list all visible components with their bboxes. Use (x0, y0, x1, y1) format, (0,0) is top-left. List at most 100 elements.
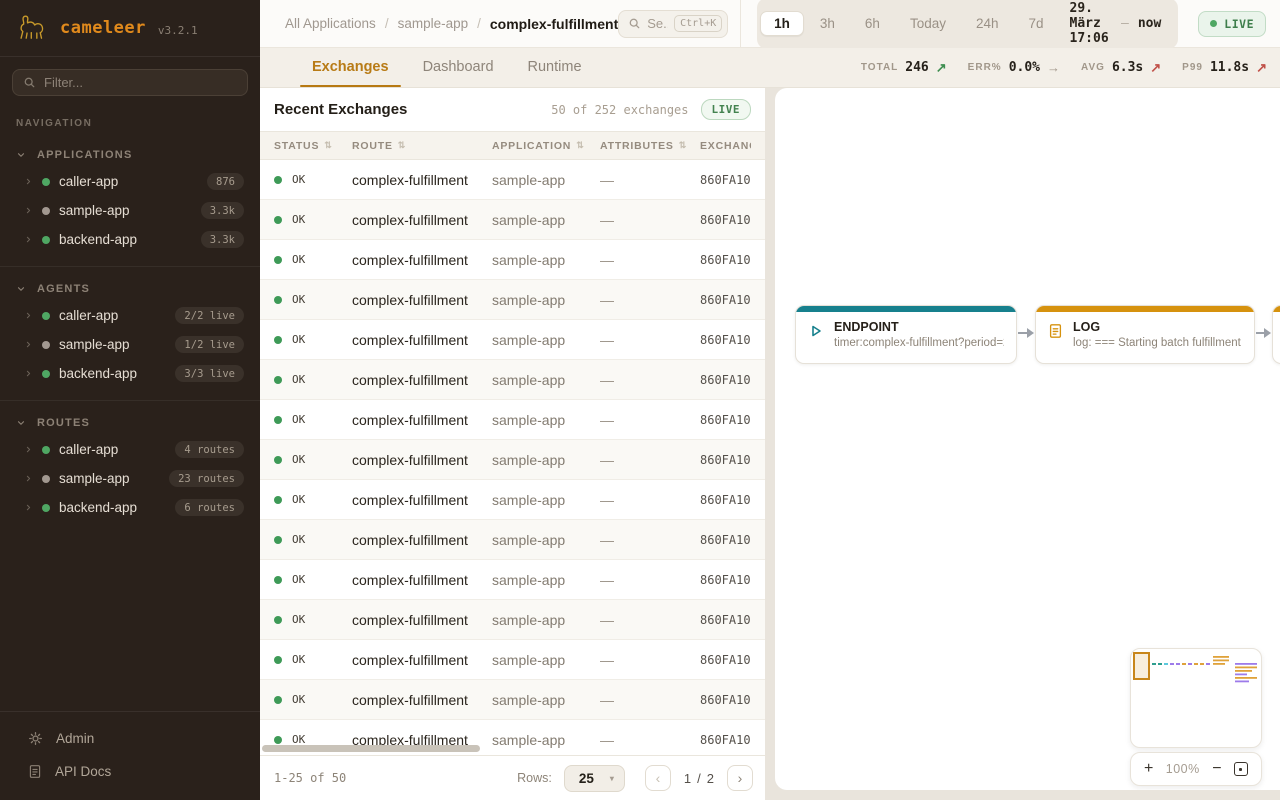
chevron-down-icon (16, 150, 26, 160)
date-range[interactable]: 29. März 17:06 — now (1058, 1, 1176, 46)
sidebar-item-routes-caller-app[interactable]: caller-app 4 routes (0, 435, 260, 464)
content-area: Recent Exchanges 50 of 252 exchanges LIV… (260, 88, 1280, 800)
breadcrumb-sample-app[interactable]: sample-app (397, 16, 469, 31)
flow-node-endpoint[interactable]: ENDPOINT timer:complex-fulfillment?perio… (795, 305, 1017, 364)
section-header-applications[interactable]: APPLICATIONS (0, 143, 260, 167)
exchange-id-cell: 860FA10E8D (700, 252, 751, 267)
table-row[interactable]: OK complex-fulfillment sample-app — 860F… (260, 600, 765, 640)
section-header-agents[interactable]: AGENTS (0, 277, 260, 301)
time-range-24h[interactable]: 24h (962, 11, 1013, 36)
attributes-cell: — (600, 491, 614, 508)
table-row[interactable]: OK complex-fulfillment sample-app — 860F… (260, 400, 765, 440)
status-text: OK (292, 653, 306, 666)
exchange-id-cell: 860FA10E8D (700, 572, 751, 587)
app-version: v3.2.1 (157, 23, 198, 37)
table-row[interactable]: OK complex-fulfillment sample-app — 860F… (260, 440, 765, 480)
table-row[interactable]: OK complex-fulfillment sample-app — 860F… (260, 360, 765, 400)
application-cell: sample-app (492, 171, 566, 188)
footer-item-label: API Docs (55, 764, 112, 779)
table-row[interactable]: OK complex-fulfillment sample-app — 860F… (260, 160, 765, 200)
column-header-route[interactable]: ROUTE ⇅ (352, 140, 492, 152)
time-range-1h[interactable]: 1h (760, 11, 804, 36)
flow-canvas[interactable]: ENDPOINT timer:complex-fulfillment?perio… (775, 88, 1280, 790)
route-cell: complex-fulfillment (352, 171, 468, 188)
table-row[interactable]: OK complex-fulfillment sample-app — 860F… (260, 200, 765, 240)
status-cell: OK (274, 373, 352, 386)
sidebar-item-agents-backend-app[interactable]: backend-app 3/3 live (0, 359, 260, 388)
sidebar-item-admin[interactable]: Admin (0, 722, 260, 755)
zoom-in-button[interactable]: + (1144, 760, 1154, 777)
status-text: OK (292, 253, 306, 266)
tab-dashboard[interactable]: Dashboard (422, 59, 494, 75)
section-header-routes[interactable]: ROUTES (0, 411, 260, 435)
exchange-id-cell: 860FA10E8D (700, 492, 751, 507)
column-header-application[interactable]: APPLICATION ⇅ (492, 140, 600, 152)
item-name: caller-app (59, 308, 119, 323)
tab-runtime[interactable]: Runtime (527, 59, 582, 75)
chevron-right-icon (24, 445, 33, 454)
time-range-7d[interactable]: 7d (1015, 11, 1058, 36)
flow-node-partial[interactable] (1272, 305, 1280, 364)
status-dot (274, 415, 282, 424)
route-cell: complex-fulfillment (352, 331, 468, 348)
table-row[interactable]: OK complex-fulfillment sample-app — 860F… (260, 280, 765, 320)
filter-input[interactable] (44, 75, 237, 90)
route-cell: complex-fulfillment (352, 371, 468, 388)
time-range-today[interactable]: Today (896, 11, 960, 36)
rows-per-page-select[interactable]: 25 ▾ (563, 764, 625, 792)
node-accent-bar (1036, 306, 1254, 312)
item-name: backend-app (59, 500, 138, 515)
prev-page-button[interactable]: ‹ (644, 765, 671, 791)
sidebar-item-routes-backend-app[interactable]: backend-app 6 routes (0, 493, 260, 522)
table-row[interactable]: OK complex-fulfillment sample-app — 860F… (260, 240, 765, 280)
next-page-button[interactable]: › (727, 765, 753, 791)
live-toggle[interactable]: LIVE (1198, 10, 1266, 37)
sidebar-item-routes-sample-app[interactable]: sample-app 23 routes (0, 464, 260, 493)
table-row[interactable]: OK complex-fulfillment sample-app — 860F… (260, 480, 765, 520)
status-cell: OK (274, 173, 352, 186)
exchanges-panel: Recent Exchanges 50 of 252 exchanges LIV… (260, 88, 765, 800)
minimap[interactable] (1130, 648, 1262, 748)
stat-total: TOTAL 246 ↗ (861, 60, 947, 76)
application-cell: sample-app (492, 331, 566, 348)
time-range-6h[interactable]: 6h (851, 11, 894, 36)
global-search[interactable]: Se... Ctrl+K (618, 9, 729, 38)
trend-up-icon: ↗ (935, 59, 947, 75)
chevron-right-icon (24, 206, 33, 215)
tab-exchanges[interactable]: Exchanges (295, 48, 406, 87)
fit-view-icon[interactable] (1233, 762, 1248, 776)
app-logo[interactable]: cameleer v3.2.1 (0, 0, 260, 57)
column-header-exchange[interactable]: EXCHANGE (700, 140, 751, 152)
status-text: OK (292, 533, 306, 546)
item-name: backend-app (59, 366, 138, 381)
sidebar-item-agents-caller-app[interactable]: caller-app 2/2 live (0, 301, 260, 330)
column-header-status[interactable]: STATUS ⇅ (274, 140, 352, 152)
flow-node-log[interactable]: LOG log: === Starting batch fulfillment … (1035, 305, 1255, 364)
sidebar-item-agents-sample-app[interactable]: sample-app 1/2 live (0, 330, 260, 359)
sidebar-item-applications-caller-app[interactable]: caller-app 876 (0, 167, 260, 196)
table-row[interactable]: OK complex-fulfillment sample-app — 860F… (260, 640, 765, 680)
status-cell: OK (274, 733, 352, 746)
status-text: OK (292, 493, 306, 506)
table-row[interactable]: OK complex-fulfillment sample-app — 860F… (260, 560, 765, 600)
status-text: OK (292, 333, 306, 346)
time-range-3h[interactable]: 3h (806, 11, 849, 36)
stat-value: 246 (905, 60, 929, 75)
time-range-buttons: 1h 3h 6h Today 24h 7d (760, 11, 1057, 36)
table-row[interactable]: OK complex-fulfillment sample-app — 860F… (260, 680, 765, 720)
sidebar-item-applications-backend-app[interactable]: backend-app 3.3k (0, 225, 260, 254)
sidebar-item-api-docs[interactable]: API Docs (0, 755, 260, 788)
table-header: STATUS ⇅ ROUTE ⇅ APPLICATION ⇅ ATTRIBUTES ⇅ … (260, 131, 765, 160)
horizontal-scrollbar[interactable] (262, 745, 480, 752)
sidebar-item-applications-sample-app[interactable]: sample-app 3.3k (0, 196, 260, 225)
total-pages: 2 (706, 770, 714, 786)
table-row[interactable]: OK complex-fulfillment sample-app — 860F… (260, 320, 765, 360)
sidebar-filter[interactable] (12, 69, 248, 96)
table-row[interactable]: OK complex-fulfillment sample-app — 860F… (260, 520, 765, 560)
search-icon (628, 17, 641, 30)
chevron-right-icon (24, 177, 33, 186)
zoom-out-button[interactable]: − (1212, 760, 1222, 777)
date-from: 29. März 17:06 (1069, 1, 1109, 46)
column-header-attributes[interactable]: ATTRIBUTES ⇅ (600, 140, 700, 152)
breadcrumb-all-applications[interactable]: All Applications (285, 16, 376, 31)
